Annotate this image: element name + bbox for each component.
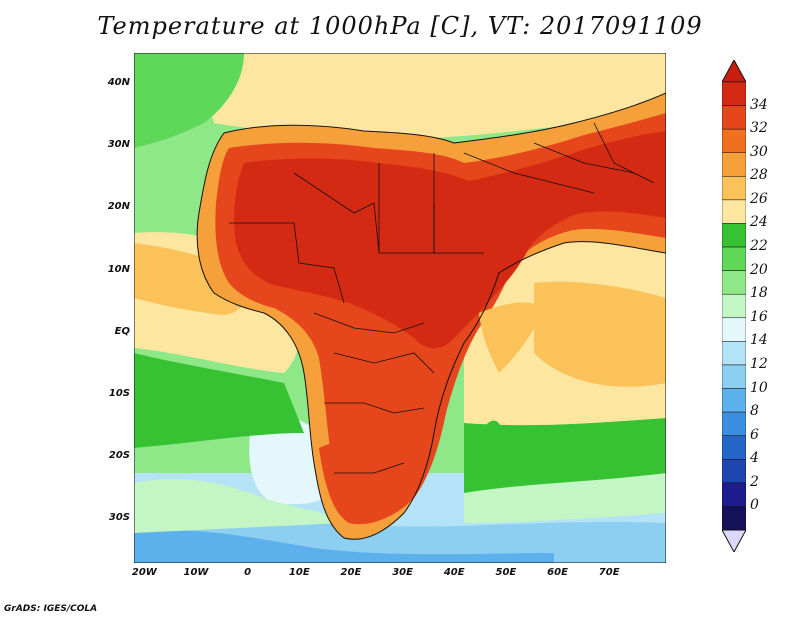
lon-label: 10W xyxy=(183,567,209,578)
cold-band-3 xyxy=(134,530,554,563)
country-borders xyxy=(229,122,655,474)
east-africa-coast xyxy=(479,302,544,373)
colorbar xyxy=(722,60,746,552)
colorbar-segment xyxy=(722,506,746,531)
colorbar-tick-label: 30 xyxy=(750,143,768,160)
warm-gulf-guinea xyxy=(134,243,248,315)
north-atlantic-green xyxy=(134,53,244,148)
colorbar-segment xyxy=(722,482,746,507)
lat-label: 40N xyxy=(107,77,130,89)
colorbar-top-arrow xyxy=(722,60,746,83)
map-canvas xyxy=(134,53,666,563)
colorbar-segment xyxy=(722,199,746,224)
colorbar-tick-label: 6 xyxy=(750,426,759,443)
colorbar-tick-label: 0 xyxy=(750,497,759,514)
colorbar-tick-label: 28 xyxy=(750,167,768,184)
lon-label: 20W xyxy=(131,567,157,578)
colorbar-tick-label: 26 xyxy=(750,190,768,207)
colorbar-segment xyxy=(722,223,746,248)
colorbar-segment xyxy=(722,128,746,153)
colorbar-tick-label: 14 xyxy=(750,332,768,349)
lat-label: 30N xyxy=(107,139,130,151)
north-band xyxy=(194,53,666,139)
cool-band-se xyxy=(464,473,666,523)
warm-indian-core xyxy=(534,281,666,387)
colorbar-tick-label: 18 xyxy=(750,285,768,302)
land-hottest xyxy=(234,131,666,349)
cool-band-sw xyxy=(134,478,344,533)
colorbar-segment xyxy=(722,388,746,413)
lon-label: 50E xyxy=(495,567,517,578)
colorbar-segment xyxy=(722,152,746,177)
colorbar-segment xyxy=(722,435,746,460)
lon-label: 10E xyxy=(288,567,310,578)
coastline xyxy=(196,92,666,540)
colorbar-segment xyxy=(722,105,746,130)
lat-label: 20S xyxy=(108,450,130,462)
lon-label: 40E xyxy=(443,567,465,578)
colorbar-segment xyxy=(722,81,746,106)
colorbar-tick-label: 8 xyxy=(750,403,759,420)
colorbar-segment xyxy=(722,246,746,271)
colorbar-tick-label: 20 xyxy=(750,261,768,278)
colorbar-tick-label: 32 xyxy=(750,120,768,137)
colorbar-segment xyxy=(722,459,746,484)
lat-label: EQ xyxy=(114,325,130,337)
temperature-map: 40N 30N 20N 10N EQ 10S 20S 30S 20W 10W 0 10E 20E 30E… xyxy=(108,53,666,578)
lat-label: 20N xyxy=(107,201,130,213)
madagascar xyxy=(483,420,503,485)
lon-label: 20E xyxy=(340,567,362,578)
colorbar-segment xyxy=(722,341,746,366)
colorbar-tick-label: 2 xyxy=(750,473,759,490)
colorbar-tick-label: 12 xyxy=(750,355,768,372)
colorbar-tick-label: 24 xyxy=(750,214,768,231)
colorbar-tick-label: 4 xyxy=(750,450,759,467)
colorbar-segment xyxy=(722,411,746,436)
lon-label: 30E xyxy=(392,567,413,578)
colorbar-segment xyxy=(722,364,746,389)
lon-label: 60E xyxy=(547,567,568,578)
colorbar-tick-label: 16 xyxy=(750,308,768,325)
lat-label: 30S xyxy=(108,512,130,524)
green-band-indian xyxy=(464,418,666,493)
lon-label: 0 xyxy=(244,567,252,578)
colorbar-segment xyxy=(722,317,746,342)
map-title: Temperature at 1000hPa [C], VT: 20170911… xyxy=(97,12,703,40)
footer-credit: GrADS: IGES/COLA xyxy=(4,604,98,614)
colorbar-tick-label: 22 xyxy=(750,238,768,255)
lat-label: 10N xyxy=(107,263,130,275)
colorbar-segment xyxy=(722,293,746,319)
colorbar-bottom-arrow xyxy=(722,529,746,552)
colorbar-tick-label: 10 xyxy=(750,379,768,396)
colorbar-segment xyxy=(722,270,746,295)
southern-africa xyxy=(319,440,414,525)
lon-label: 70E xyxy=(598,567,620,578)
green-band-atlantic xyxy=(134,353,304,448)
lat-label: 10S xyxy=(108,388,130,400)
colorbar-segment xyxy=(722,176,746,201)
colorbar-tick-label: 34 xyxy=(750,96,768,113)
